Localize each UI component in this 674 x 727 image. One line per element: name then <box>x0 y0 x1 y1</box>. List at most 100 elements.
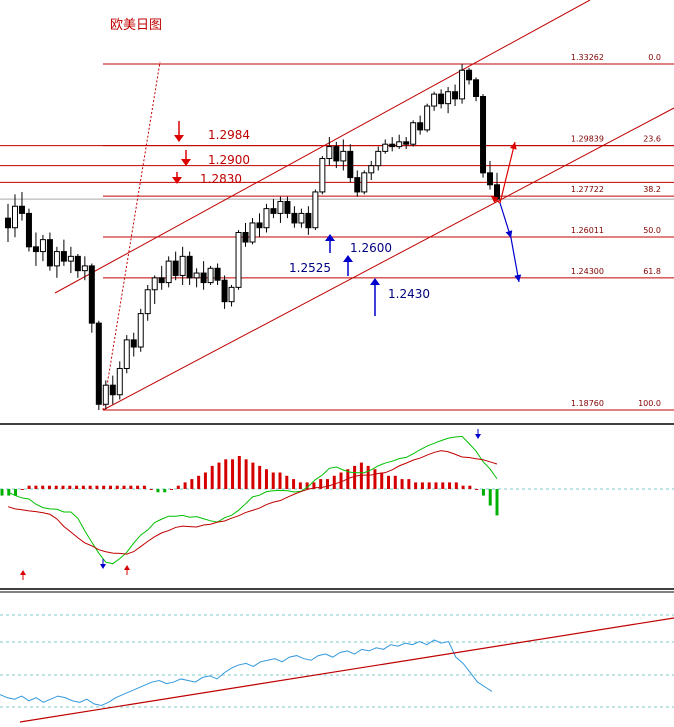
price-panel: 1.33262 0.0 1.29839 23.6 1.27722 38.2 1.26011 5… <box>0 0 674 593</box>
candle-down <box>95 322 102 405</box>
candle-down <box>186 255 193 279</box>
rsi-line <box>0 639 493 706</box>
candle-down <box>305 212 312 229</box>
candle-down <box>88 265 95 324</box>
macd-bar <box>278 472 282 489</box>
macd-bar <box>448 482 452 489</box>
candle-down <box>5 217 11 229</box>
fib-price-label: 1.26011 <box>571 226 604 235</box>
candle-down <box>466 69 473 81</box>
macd-bar <box>407 479 411 489</box>
candle-down <box>347 150 354 179</box>
candle-up <box>207 267 214 284</box>
macd-bar <box>108 485 112 489</box>
macd-bar <box>34 485 38 489</box>
candle-down <box>130 339 137 348</box>
candle-up <box>67 255 74 262</box>
macd-bar <box>488 489 492 506</box>
candle-up <box>11 205 18 229</box>
candle-up <box>424 105 431 131</box>
macd-bar <box>163 489 167 493</box>
annotation-label: 1.2600 <box>350 241 392 255</box>
macd-bar <box>420 482 424 489</box>
macd-bar <box>122 485 126 489</box>
candle-up <box>179 255 186 276</box>
macd-bar <box>54 485 58 489</box>
macd-bar <box>298 482 302 489</box>
candle-down <box>487 172 494 186</box>
macd-bar <box>454 482 458 489</box>
candle-up <box>123 339 130 369</box>
cross-arrow <box>20 570 26 575</box>
candle-down <box>109 384 116 396</box>
macd-bar <box>197 475 201 489</box>
arrow-blue-projection <box>514 274 522 282</box>
macd-bar <box>244 459 248 489</box>
candle-up <box>375 150 382 167</box>
macd-panel <box>0 429 674 580</box>
candle-up <box>396 141 403 148</box>
fib-percent-label: 100.0 <box>638 399 661 408</box>
candle-down <box>354 177 361 193</box>
fib-percent-label: 23.6 <box>643 135 661 144</box>
candle-down <box>214 267 221 281</box>
candle-up <box>193 272 200 279</box>
macd-bar <box>136 485 140 489</box>
macd-bar <box>264 469 268 489</box>
macd-bar <box>325 479 329 489</box>
macd-bar <box>468 485 472 489</box>
macd-bar <box>149 489 153 490</box>
candle-up <box>116 367 123 396</box>
macd-bar <box>441 482 445 489</box>
macd-bar <box>203 472 207 489</box>
candle-up <box>459 69 466 100</box>
candle-down <box>200 272 207 284</box>
candle-up <box>361 172 368 193</box>
macd-bar <box>475 489 479 490</box>
candle-up <box>368 165 375 174</box>
candle-down <box>46 239 53 267</box>
fib-price-label: 1.24300 <box>571 267 604 276</box>
candle-down <box>284 200 291 214</box>
candle-down <box>389 143 396 148</box>
macd-bar <box>332 475 336 489</box>
annotation-label: 1.2900 <box>208 153 250 167</box>
fib-percent-label: 61.8 <box>643 267 661 276</box>
candle-up <box>137 313 144 348</box>
candle-up <box>277 200 284 214</box>
macd-bar <box>373 469 377 489</box>
macd-bar <box>414 482 418 489</box>
candle-down <box>417 122 424 131</box>
macd-bar <box>434 482 438 489</box>
candle-up <box>319 158 326 193</box>
arrow-blue-up <box>325 234 335 241</box>
macd-bar <box>271 472 275 489</box>
macd-bar <box>495 489 499 516</box>
candle-up <box>249 222 256 243</box>
arrow-red-projection-line <box>499 141 516 204</box>
macd-bar <box>190 479 194 489</box>
candle-down <box>242 231 249 243</box>
candle-up <box>445 91 452 105</box>
macd-bar <box>339 472 343 489</box>
macd-bar <box>47 485 51 489</box>
macd-bar <box>427 482 431 489</box>
candle-down <box>291 212 298 224</box>
candle-up <box>81 265 88 272</box>
macd-bar <box>129 485 133 489</box>
cross-arrow <box>124 565 130 570</box>
arrow-red-down <box>172 177 182 184</box>
macd-bar <box>353 465 357 489</box>
arrow-blue-up <box>343 255 353 262</box>
candle-down <box>32 246 39 253</box>
candle-down <box>473 79 480 97</box>
candle-down <box>480 95 487 174</box>
arrow-red-down <box>181 159 191 166</box>
macd-main-line <box>7 450 498 555</box>
macd-bar <box>258 465 262 489</box>
candle-up <box>263 208 270 229</box>
candle-up <box>144 289 151 315</box>
macd-bar <box>95 485 99 489</box>
annotation-label: 1.2984 <box>208 128 250 142</box>
